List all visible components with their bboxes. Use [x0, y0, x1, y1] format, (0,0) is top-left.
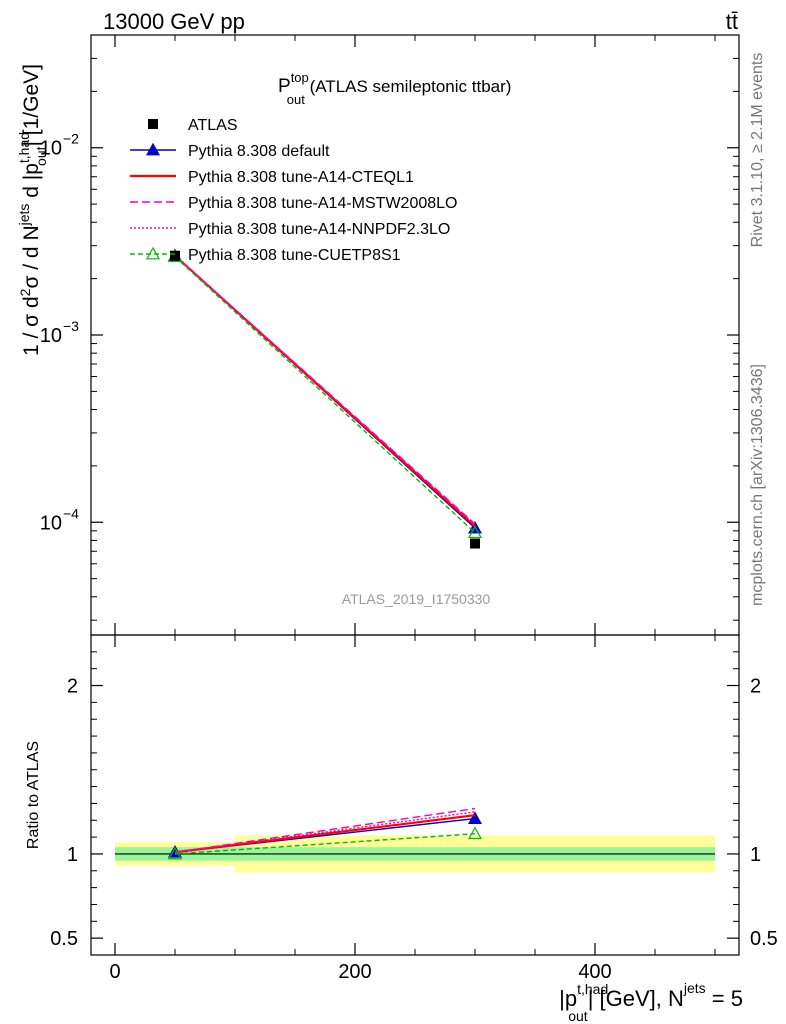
energy-label: 13000 GeV pp	[103, 9, 245, 34]
legend-marker-0	[145, 142, 161, 156]
rivet-label: Rivet 3.1.10, ≥ 2.1M events	[749, 53, 766, 248]
y-tick-label-0: 10	[40, 512, 62, 534]
process-label: tt̄	[726, 9, 738, 34]
x-tick-label-1: 200	[338, 961, 371, 983]
y-tick-label-2: 10	[40, 138, 62, 160]
legend-label-0: Pythia 8.308 default	[188, 143, 330, 160]
ratio-line-3	[174, 811, 476, 853]
series-line-4	[174, 256, 476, 534]
ratio-point-0-1	[467, 811, 483, 824]
series-line-3	[174, 255, 476, 526]
ratio-point-4-1	[467, 826, 483, 840]
ratio-tick-label-left-1: 1	[67, 844, 78, 866]
legend-label-data: ATLAS	[188, 117, 238, 134]
series-point-4-1	[467, 525, 483, 539]
y-tick-exponent-1: −3	[63, 318, 79, 334]
plot-title: Ptop out (ATLAS semileptonic ttbar)	[278, 70, 511, 107]
legend-label-1: Pythia 8.308 tune-A14-CTEQL1	[188, 169, 414, 186]
mcplots-label: mcplots.cern.ch [arXiv:1306.3436]	[749, 364, 766, 606]
ratio-point-4-0	[167, 846, 183, 860]
x-axis-label: |pt,had out| [GeV], Njets = 5	[559, 980, 743, 1024]
ratio-tick-label-right-0: 0.5	[750, 928, 778, 950]
ratio-line-2	[174, 807, 476, 853]
legend-label-2: Pythia 8.308 tune-A14-MSTW2008LO	[188, 195, 457, 212]
ratio-bands	[115, 835, 715, 873]
legend-label-4: Pythia 8.308 tune-CUETP8S1	[188, 247, 401, 264]
ratio-panel-frame	[90, 634, 740, 956]
legend: ATLAS Pythia 8.308 default Pythia 8.308 tu…	[130, 117, 457, 264]
ratio-y-axis-label: Ratio to ATLAS	[25, 741, 42, 849]
legend-marker-4	[145, 246, 161, 260]
ratio-tick-label-right-1: 1	[750, 844, 761, 866]
y-axis-label: 1 / σ d2σ / d Njets d |pt,hadout| [1/GeV…	[16, 64, 49, 356]
ratio-tick-label-right-2: 2	[750, 676, 761, 698]
ratio-tick-label-left-2: 2	[67, 676, 78, 698]
ratio-line-1	[174, 814, 476, 854]
ratio-curves	[167, 807, 483, 860]
legend-label-3: Pythia 8.308 tune-A14-NNPDF2.3LO	[188, 221, 450, 238]
legend-marker-data	[148, 119, 158, 129]
main-curves	[167, 248, 483, 549]
x-tick-label-2: 400	[578, 961, 611, 983]
ratio-tick-label-left-0: 0.5	[50, 928, 78, 950]
y-tick-exponent-2: −2	[63, 131, 79, 147]
analysis-tag: ATLAS_2019_I1750330	[342, 591, 491, 607]
data-point-0	[170, 250, 180, 261]
x-tick-label-0: 0	[109, 961, 120, 983]
y-tick-label-1: 10	[40, 325, 62, 347]
y-tick-exponent-0: −4	[63, 505, 79, 521]
data-point-1	[470, 538, 480, 549]
series-line-2	[174, 255, 476, 525]
ratio-line-4	[174, 833, 476, 855]
